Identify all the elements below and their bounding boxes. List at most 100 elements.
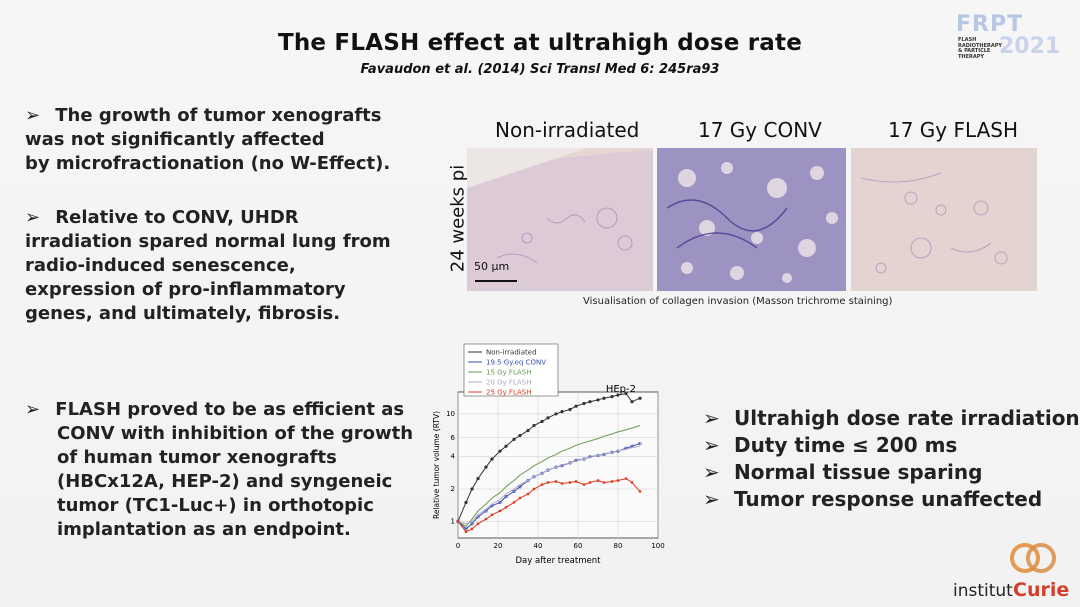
data-point [532, 487, 536, 491]
micrograph-ylabel-wrap: 24 weeks pi [438, 158, 469, 288]
frpt-logo: FRPT FLASH RADIOTHERAPY & PARTICLE THERA… [956, 12, 1066, 62]
key-point: Ultrahigh dose rate irradiation [733, 406, 1080, 430]
data-point [512, 489, 516, 494]
institut-curie-logo: institut Curie [953, 543, 1069, 601]
data-point [456, 520, 460, 523]
bullet-line: radio-induced senescence, [25, 255, 296, 276]
arrow-icon: ➢ [25, 207, 41, 228]
bullet-line: (HBCx12A, HEP-2) and syngeneic [57, 471, 393, 492]
micrograph-flash [851, 148, 1037, 291]
legend-entry: 15 Gy FLASH [486, 369, 532, 377]
slide-subtitle: Favaudon et al. (2014) Sci Transl Med 6:… [360, 62, 720, 77]
data-point [498, 449, 502, 453]
bullet-line: implantation as an endpoint. [57, 519, 351, 540]
y-tick-label: 6 [451, 434, 456, 442]
bullet-line: of human tumor xenografts [57, 447, 337, 468]
curie-ring-icon [1026, 543, 1056, 573]
bullet-line: by microfractionation (no W-Effect). [25, 153, 391, 174]
data-point [568, 481, 572, 484]
data-point [554, 412, 558, 416]
data-point [518, 496, 522, 500]
key-point: Tumor response unaffected [733, 487, 1043, 511]
bullet-line: was not significantly affected [25, 129, 325, 150]
data-point [638, 441, 642, 446]
x-tick-label: 60 [574, 542, 583, 550]
data-point [498, 509, 502, 513]
micrograph-ylabel: 24 weeks pi [447, 164, 469, 273]
x-tick-label: 40 [534, 542, 543, 550]
y-tick-label: 2 [451, 485, 455, 493]
data-point [490, 457, 494, 461]
curie-logo-institut: institut [953, 581, 1013, 601]
data-point [574, 480, 578, 483]
data-point [512, 501, 516, 504]
data-point [568, 407, 572, 412]
micrograph-label-conv: 17 Gy CONV [698, 118, 822, 142]
data-point [616, 393, 620, 397]
curie-logo-curie: Curie [1013, 579, 1069, 601]
bullet-line: FLASH proved to be as efficient as [55, 399, 405, 420]
data-point [588, 400, 592, 404]
data-point [540, 483, 544, 486]
arrow-icon: ➢ [25, 399, 41, 420]
arrow-icon: ➢ [703, 433, 720, 457]
data-point [546, 416, 550, 420]
bullet-line: tumor (TC1-Luc+) in orthotopic [57, 495, 374, 516]
data-point [464, 530, 468, 533]
bullet-microfractionation: ➢ The growth of tumor xenografts was not… [25, 104, 425, 176]
data-point [470, 487, 474, 491]
micrograph-figure: Non-irradiated 17 Gy CONV 17 Gy FLASH 24… [440, 112, 1040, 312]
data-point [532, 475, 536, 479]
x-axis-label: Day after treatment [516, 556, 602, 566]
data-point [476, 477, 480, 481]
bullet-line: Relative to CONV, UHDR [55, 207, 299, 228]
data-point [464, 527, 468, 531]
data-point [554, 480, 558, 483]
arrow-icon: ➢ [703, 406, 720, 430]
legend-entry: Non-irradiated [486, 349, 537, 357]
data-point [610, 480, 614, 483]
chart-title: HEp-2 [606, 384, 636, 395]
arrow-icon: ➢ [25, 105, 41, 126]
data-point [588, 481, 592, 484]
legend-box [463, 343, 559, 397]
x-tick-label: 0 [456, 542, 460, 550]
data-point [540, 419, 544, 424]
arrow-icon: ➢ [703, 460, 720, 484]
frpt-logo-text: FRPT [956, 12, 1024, 37]
series-line [457, 445, 641, 525]
arrow-icon: ➢ [703, 487, 720, 511]
data-point [490, 513, 494, 517]
legend-entry: 25 Gy FLASH [486, 389, 532, 397]
data-point [526, 478, 530, 483]
data-point [526, 492, 530, 496]
key-points: ➢ Ultrahigh dose rate irradiation ➢ Duty… [703, 405, 1080, 513]
data-point [610, 394, 614, 399]
legend-entry: 20 Gy FLASH [486, 379, 532, 387]
micrograph-label-nonirradiated: Non-irradiated [495, 118, 640, 142]
x-tick-label: 100 [651, 542, 664, 550]
data-point [518, 485, 522, 489]
data-point [470, 522, 474, 526]
data-point [484, 517, 488, 521]
y-tick-label: 4 [451, 453, 456, 461]
bullet-line: expression of pro-inflammatory [25, 279, 346, 300]
legend-entry: 19.5 Gy.eq CONV [486, 359, 546, 367]
data-point [582, 483, 586, 486]
tumor-growth-chart: 0 20 40 60 80 100 1 2 4 6 10 Day after treatment Rel… [432, 343, 665, 566]
x-tick-label: 20 [494, 542, 503, 550]
data-point [560, 410, 564, 414]
data-point [526, 428, 530, 433]
y-tick-label: 1 [451, 517, 455, 525]
data-point [470, 527, 474, 531]
data-point [602, 481, 606, 484]
key-point: Normal tissue sparing [733, 460, 983, 484]
data-point [560, 482, 564, 485]
x-tick-label: 80 [614, 542, 623, 550]
y-tick-label: 10 [446, 410, 455, 418]
data-point [616, 479, 620, 482]
micrograph-label-flash: 17 Gy FLASH [888, 118, 1019, 142]
data-point [582, 401, 586, 406]
slide-title: The FLASH effect at ultrahigh dose rate [277, 30, 803, 56]
data-point [532, 423, 536, 428]
